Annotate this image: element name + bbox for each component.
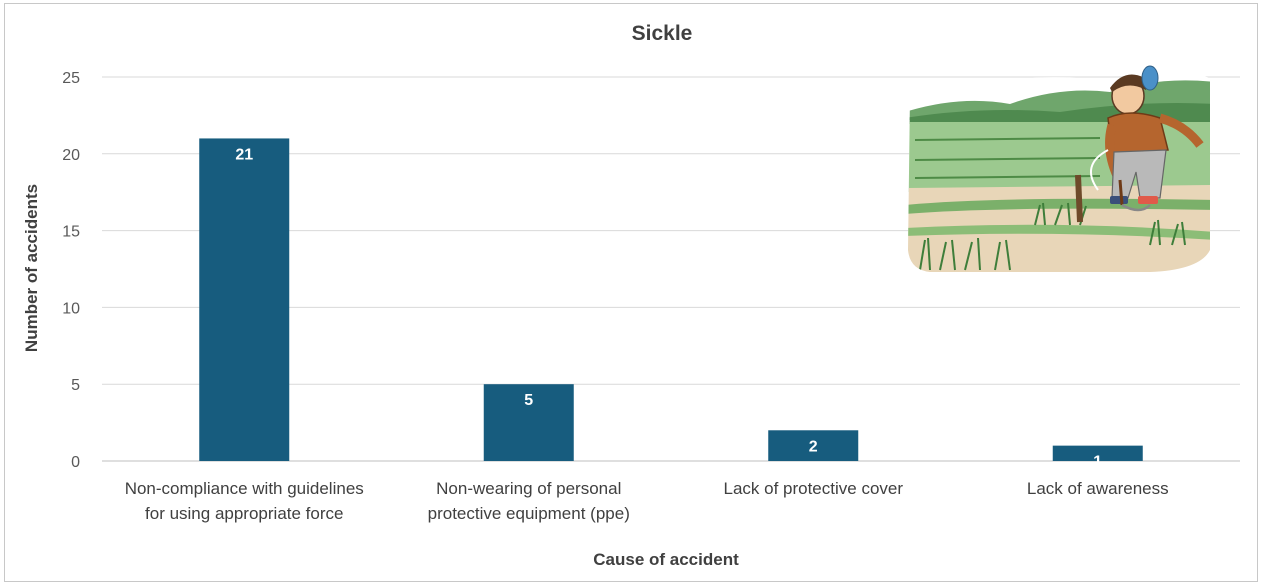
gridlines bbox=[102, 76, 1240, 462]
bar bbox=[768, 430, 859, 461]
bars bbox=[199, 138, 1143, 461]
x-category-label: Non-compliance with guidelines for using … bbox=[125, 479, 364, 523]
y-tick-label: 5 bbox=[71, 377, 80, 394]
data-label: 21 bbox=[235, 146, 253, 163]
y-tick-label: 20 bbox=[62, 147, 80, 164]
y-tick-label: 25 bbox=[62, 70, 80, 87]
farmer-figure bbox=[1075, 65, 1204, 223]
chart-title: Sickle bbox=[632, 22, 693, 45]
x-axis-title: Cause of accident bbox=[593, 550, 739, 569]
x-category-label: Lack of awareness bbox=[1027, 479, 1169, 498]
data-label: 2 bbox=[809, 438, 818, 455]
x-axis-categories: Non-compliance with guidelines for using … bbox=[125, 479, 1169, 523]
data-label: 5 bbox=[524, 392, 533, 409]
x-category-label: Non-wearing of personal protective equipm… bbox=[428, 479, 630, 523]
bar bbox=[199, 138, 290, 461]
y-tick-label: 15 bbox=[62, 224, 80, 241]
y-axis-title: Number of accidents bbox=[22, 184, 41, 352]
y-tick-label: 0 bbox=[71, 454, 80, 471]
y-tick-label: 10 bbox=[62, 300, 80, 317]
farmer-sickle-illustration bbox=[908, 65, 1210, 272]
x-category-label: Lack of protective cover bbox=[723, 479, 903, 498]
bar bbox=[1052, 445, 1143, 461]
y-axis-ticks: 0 5 10 15 20 25 bbox=[62, 70, 80, 471]
bar bbox=[483, 384, 574, 461]
data-label: 1 bbox=[1093, 454, 1102, 471]
